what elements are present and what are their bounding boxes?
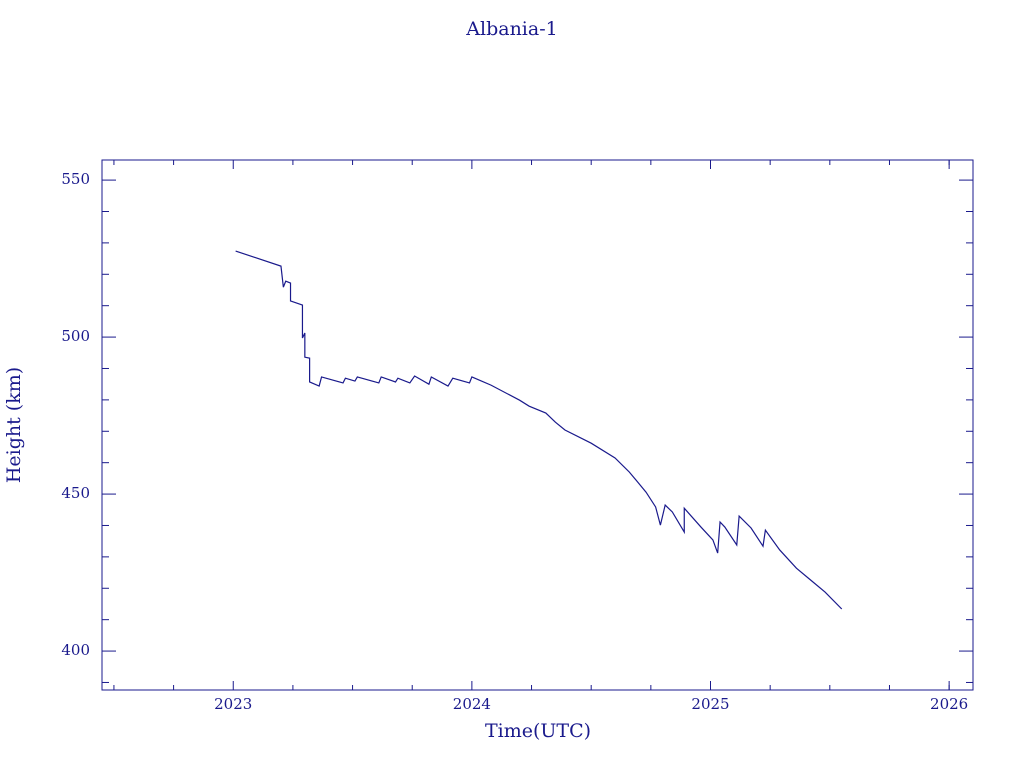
x-tick-label: 2023 bbox=[214, 695, 252, 713]
x-axis-label: Time(UTC) bbox=[485, 720, 591, 742]
x-tick-label: 2026 bbox=[930, 695, 968, 713]
y-axis-label: Height (km) bbox=[3, 367, 25, 483]
x-tick-label: 2024 bbox=[453, 695, 491, 713]
y-tick-label: 450 bbox=[61, 484, 90, 502]
chart-title: Albania-1 bbox=[465, 18, 557, 40]
y-tick-label: 500 bbox=[61, 327, 90, 345]
series-line bbox=[235, 250, 843, 610]
y-tick-label: 550 bbox=[61, 170, 90, 188]
y-tick-label: 400 bbox=[61, 641, 90, 659]
x-tick-label: 2025 bbox=[691, 695, 729, 713]
plot-frame bbox=[101, 159, 974, 691]
